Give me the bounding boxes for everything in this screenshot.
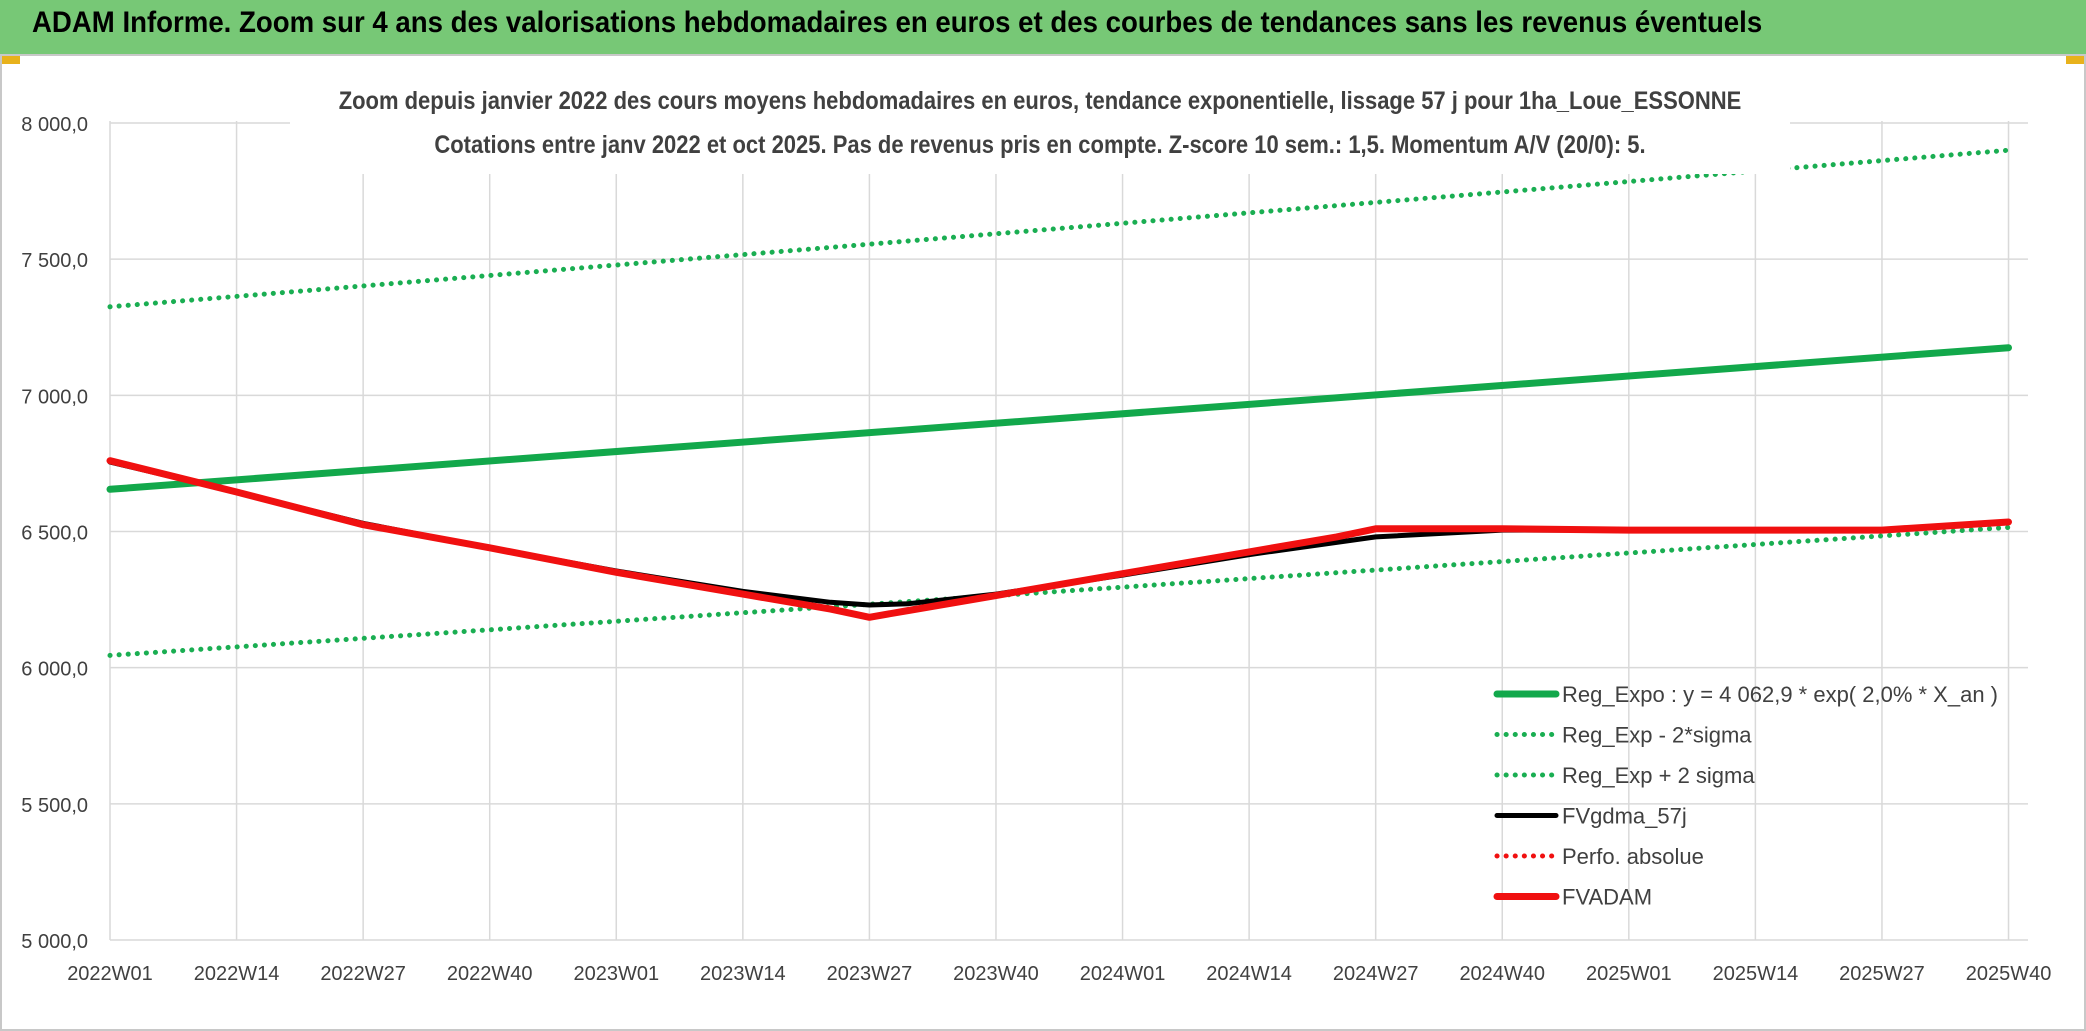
legend-label: Reg_Exp + 2 sigma: [1562, 763, 1755, 788]
series-line-reg_exp: [107, 524, 2011, 658]
x-tick-label: 2023W40: [953, 963, 1039, 985]
chart-title: Zoom depuis janvier 2022 des cours moyen…: [339, 87, 1742, 115]
corner-marker-left: [0, 54, 20, 64]
x-tick-label: 2025W01: [1586, 963, 1672, 985]
y-tick-label: 7 500,0: [21, 250, 88, 272]
legend-label: FVgdma_57j: [1562, 804, 1687, 829]
x-tick-label: 2025W27: [1839, 963, 1925, 985]
x-tick-label: 2022W27: [320, 963, 406, 985]
chart-legend: Reg_Expo : y = 4 062,9 * exp( 2,0% * X_a…: [1493, 682, 1998, 910]
y-tick-label: 6 500,0: [21, 523, 88, 545]
x-tick-label: 2025W40: [1966, 963, 2052, 985]
series-line-fvadam: [106, 457, 2012, 621]
y-tick-label: 5 000,0: [21, 931, 88, 953]
x-tick-label: 2024W01: [1080, 963, 1166, 985]
x-tick-label: 2024W14: [1206, 963, 1292, 985]
x-tick-label: 2023W14: [700, 963, 786, 985]
chart-subtitle: Cotations entre janv 2022 et oct 2025. P…: [434, 131, 1645, 159]
y-tick-label: 7 000,0: [21, 386, 88, 408]
y-tick-label: 6 000,0: [21, 659, 88, 681]
legend-label: FVADAM: [1562, 885, 1652, 910]
legend-label: Reg_Exp - 2*sigma: [1562, 723, 1752, 748]
x-tick-label: 2022W40: [447, 963, 533, 985]
y-tick-label: 8 000,0: [21, 114, 88, 136]
x-tick-label: 2024W27: [1333, 963, 1419, 985]
chart-frame: [0, 54, 2086, 1031]
y-tick-label: 5 500,0: [21, 795, 88, 817]
x-tick-label: 2022W14: [194, 963, 280, 985]
x-tick-label: 2024W40: [1459, 963, 1545, 985]
x-tick-label: 2022W01: [67, 963, 153, 985]
y-axis-tick-labels: 5 000,0 5 500,0 6 000,0 6 500,0 7 000,0 7 500…: [21, 114, 88, 953]
report-banner: ADAM Informe. Zoom sur 4 ans des valoris…: [0, 0, 2086, 54]
x-tick-label: 2023W27: [827, 963, 913, 985]
series-line-reg_exp: [107, 147, 2011, 310]
legend-label: Reg_Expo : y = 4 062,9 * exp( 2,0% * X_a…: [1562, 682, 1998, 707]
legend-label: Perfo. absolue: [1562, 844, 1704, 869]
x-tick-label: 2023W01: [573, 963, 659, 985]
data-series: [106, 147, 2012, 658]
x-axis-tick-labels: 2022W01 2022W14 2022W27 2022W40 2023W01 2023W…: [67, 963, 2051, 985]
x-tick-label: 2025W14: [1713, 963, 1799, 985]
grid-lines: [109, 121, 2028, 941]
series-line-reg_expo: [106, 344, 2012, 493]
title-background: [290, 78, 1790, 174]
report-title: ADAM Informe. Zoom sur 4 ans des valoris…: [32, 6, 1763, 39]
corner-marker-right: [2066, 54, 2086, 64]
